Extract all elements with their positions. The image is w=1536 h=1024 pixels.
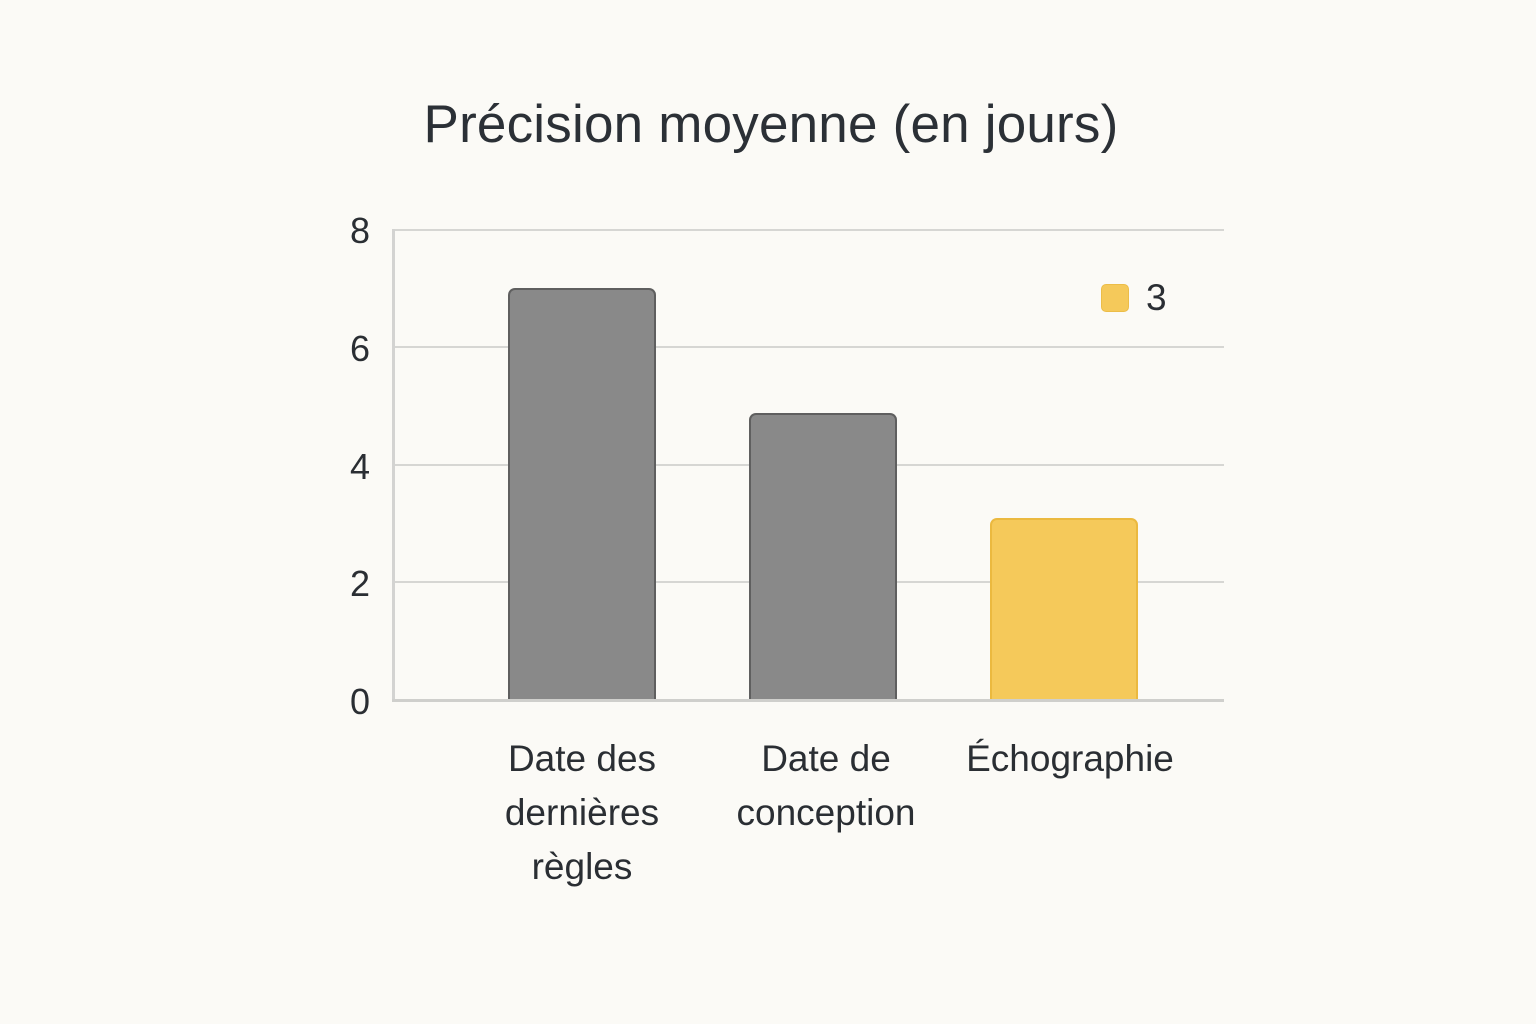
y-axis-line: [392, 229, 395, 702]
gridline-6: [392, 346, 1224, 348]
x-axis-baseline: [392, 699, 1224, 702]
legend-label: 3: [1146, 277, 1167, 318]
chart-title: Précision moyenne (en jours): [423, 95, 1119, 154]
x-label-echographie: Échographie: [966, 738, 1174, 779]
y-tick-2: 2: [349, 563, 370, 604]
y-tick-6: 6: [349, 328, 370, 369]
gridline-8: [392, 229, 1224, 231]
x-label-date-dernieres-regles: Date des dernières règles: [504, 738, 660, 887]
y-tick-4: 4: [349, 446, 370, 487]
y-tick-8: 8: [349, 210, 370, 251]
bar-date-dernieres-regles: [508, 288, 656, 700]
legend-swatch-icon: [1101, 283, 1129, 312]
bar-date-conception: [749, 413, 897, 700]
plot-area: [392, 229, 1224, 702]
x-label-date-conception: Date de conception: [736, 738, 916, 833]
y-tick-0: 0: [349, 681, 370, 722]
bar-echographie: [990, 518, 1138, 700]
legend: 3: [1101, 279, 1167, 316]
